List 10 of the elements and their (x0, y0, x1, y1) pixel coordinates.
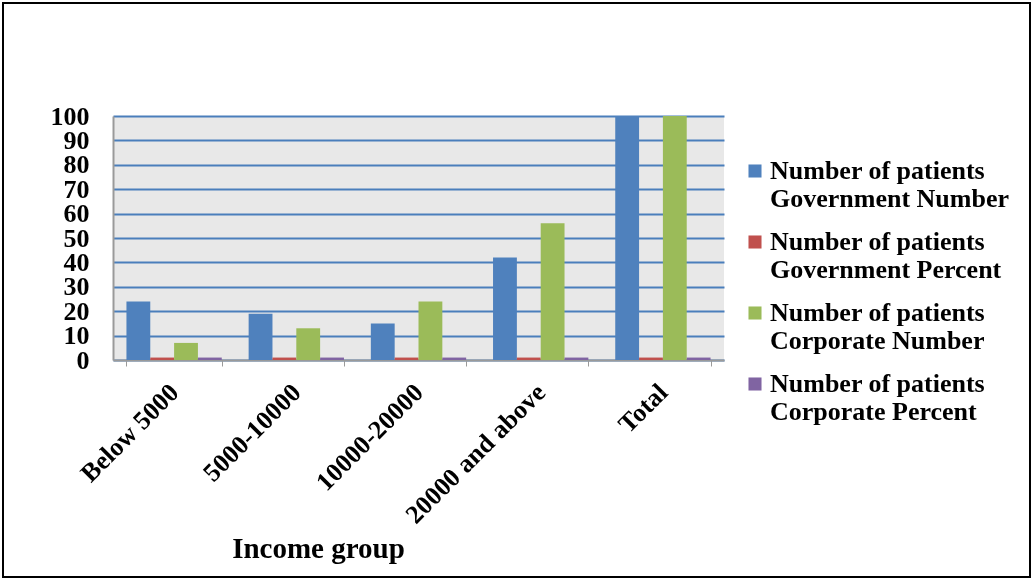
bar (418, 301, 443, 360)
bar (662, 116, 687, 360)
bar (540, 223, 565, 360)
legend-label: Number of patients Corporate Number (770, 298, 985, 355)
legend-label: Number of patients Government Percent (770, 227, 1002, 284)
bar (174, 342, 198, 360)
bar (296, 328, 321, 360)
legend-label: Number of patients Government Number (770, 156, 1010, 213)
x-axis-title: Income group (232, 531, 405, 564)
legend-label: Number of patients Corporate Percent (770, 369, 985, 426)
